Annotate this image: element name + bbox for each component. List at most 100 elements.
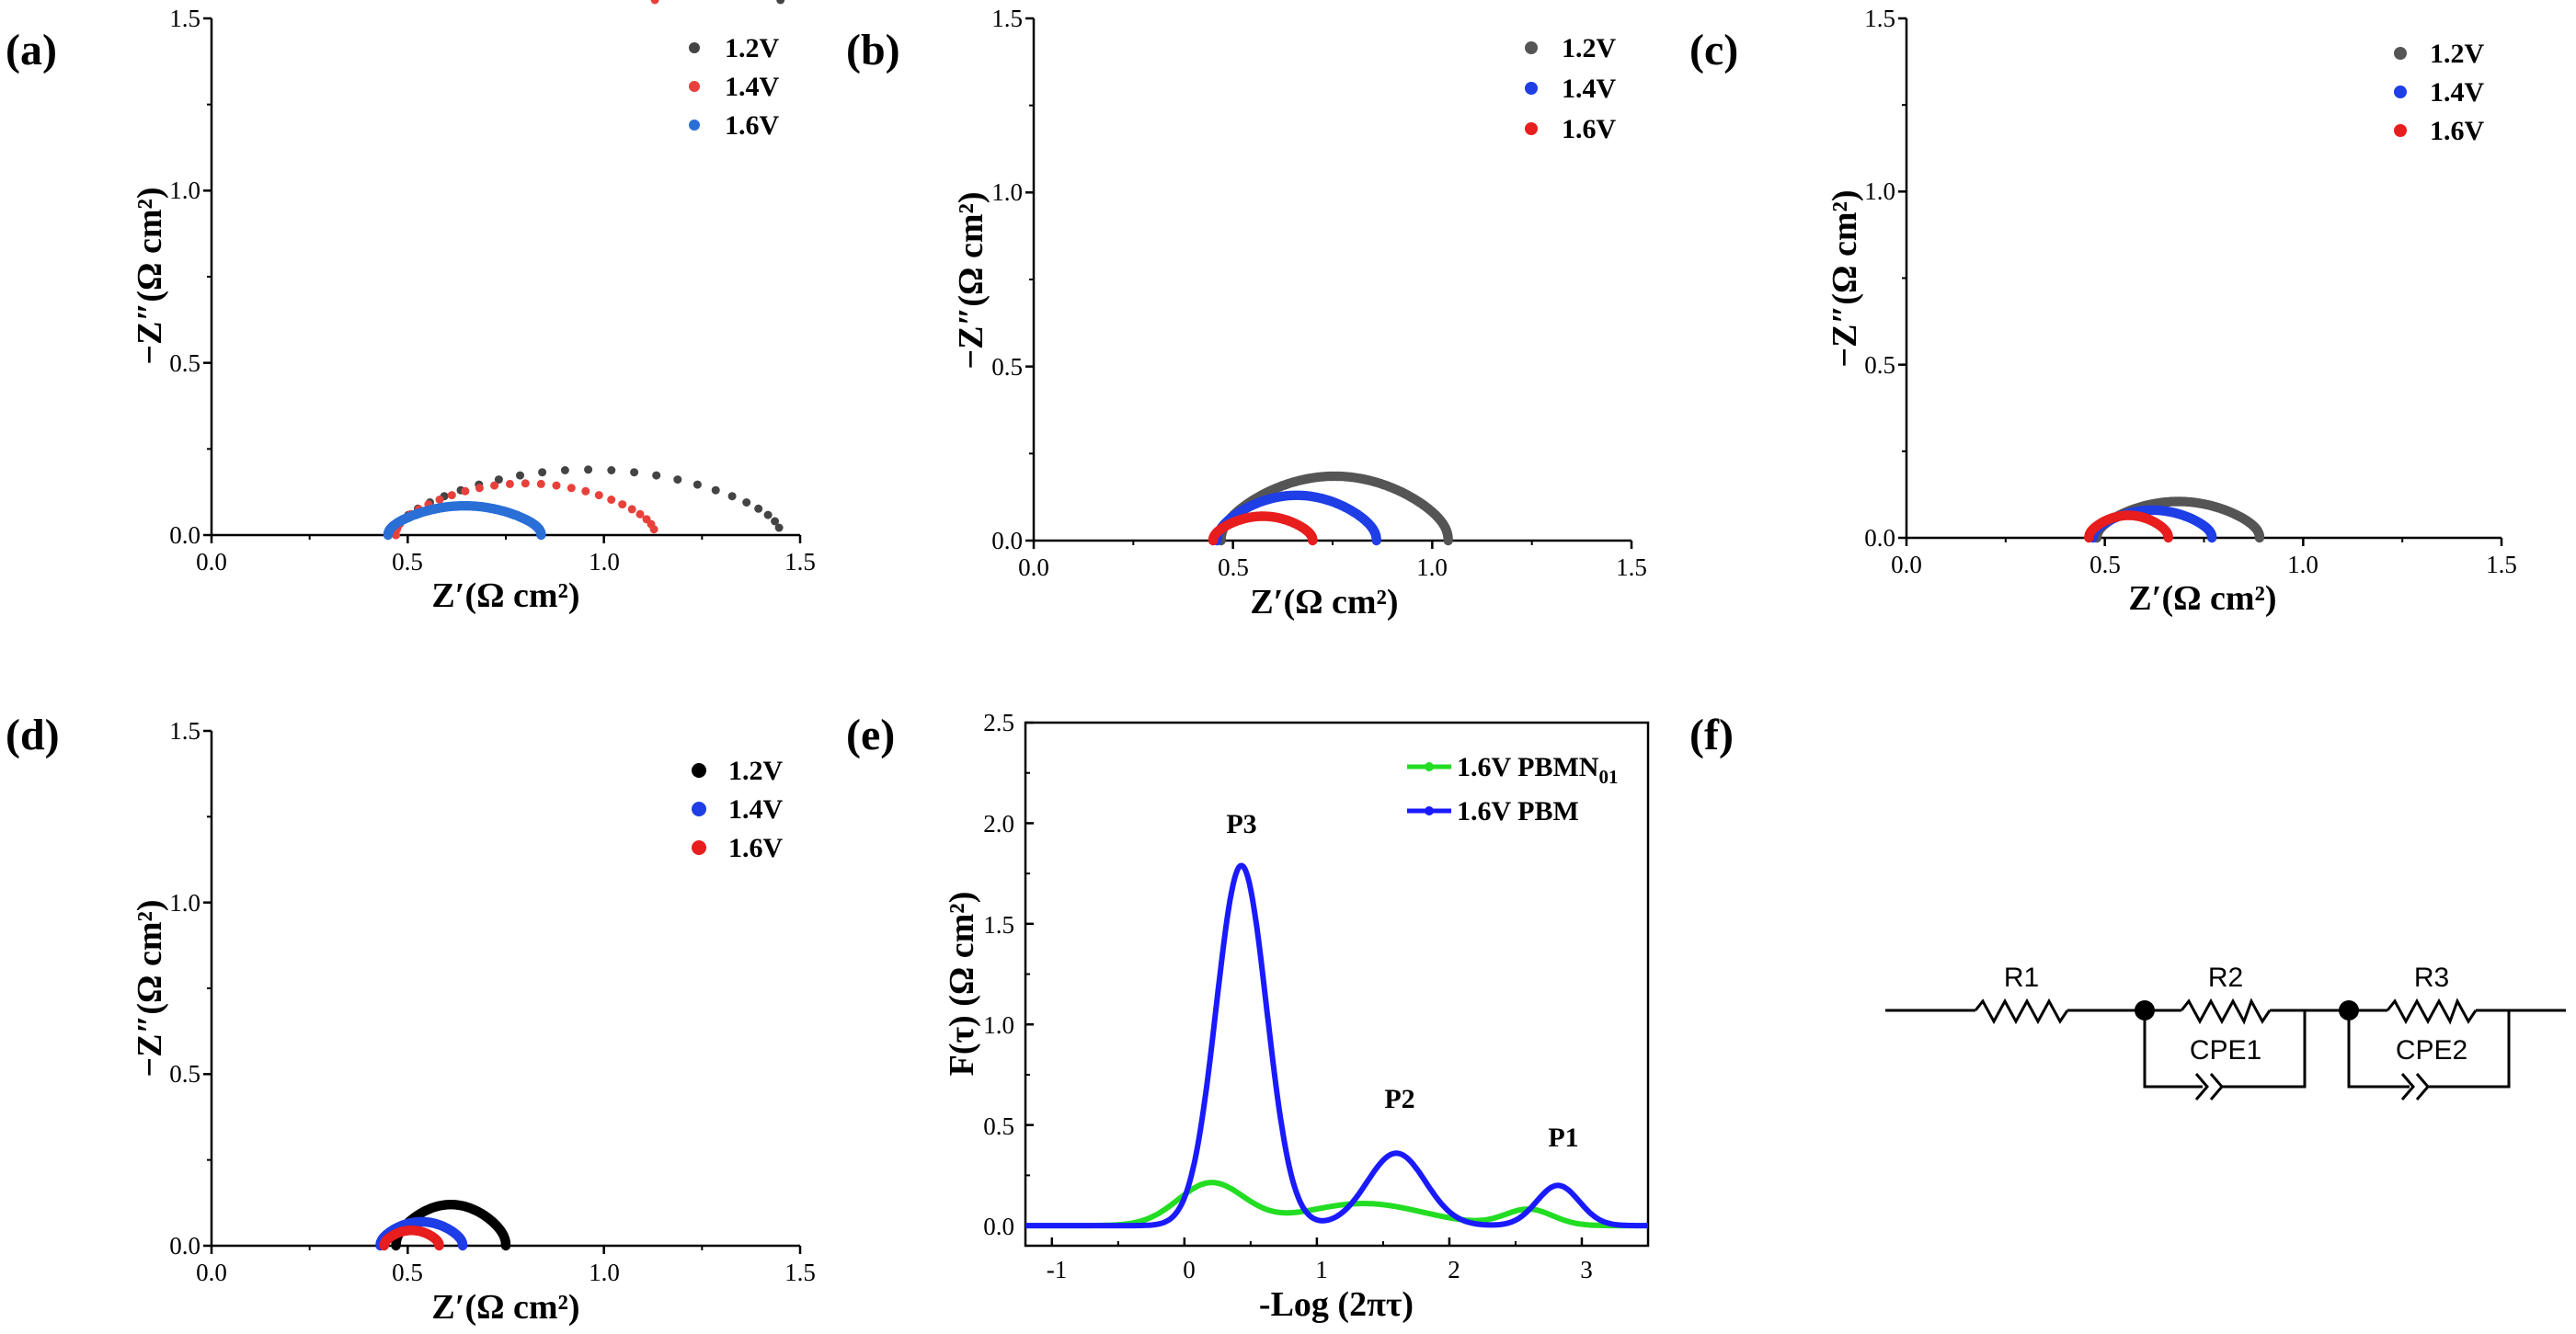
panel-e-x-axis-title: -Log (2πτ) [1259, 1285, 1414, 1324]
legend-marker-1-4v [1525, 82, 1538, 95]
label-r1: R1 [2004, 963, 2039, 993]
panel-c-y-axis-title: −Z″(Ω cm²) [1826, 189, 1864, 367]
panel-e-y-axis-title: F(τ) (Ω cm²) [943, 892, 981, 1077]
legend-marker-1-4v [689, 81, 700, 92]
data-point [649, 525, 658, 534]
legend-marker-1-2v [689, 42, 700, 53]
data-point [774, 523, 784, 532]
data-point [516, 471, 524, 480]
data-point [567, 484, 576, 493]
panel-a-ytick-label-0: 0.0 [169, 521, 200, 549]
panel-c-x-axis-title: Z′(Ω cm²) [2128, 579, 2276, 618]
panel-c-plot-area [2084, 496, 2265, 543]
panel-a-xtick-label-3: 1.5 [784, 548, 816, 576]
panel-label-a: (a) [6, 26, 57, 74]
panel-d-ytick-label-0: 0.0 [169, 1232, 200, 1260]
wire-cpe1-left [2143, 1010, 2203, 1089]
panel-d-axes [203, 729, 802, 1254]
resistor-r1 [1974, 998, 2069, 1025]
series-1-6v-pbm [1024, 862, 1650, 1229]
panel-c-axes [1898, 17, 2503, 546]
panel-d-ytick-label-3: 1.5 [169, 717, 200, 745]
panel-c-xtick-label-3: 1.5 [2486, 551, 2517, 578]
data-point [435, 496, 444, 504]
data-point [652, 471, 661, 480]
legend-marker-1-6v [1525, 122, 1538, 135]
panel-e-ytick-label-4: 2.0 [983, 810, 1014, 838]
data-point [457, 1240, 468, 1251]
panel-a-xtick-label-2: 1.0 [589, 548, 620, 576]
cpe2-symbol-a [2400, 1073, 2415, 1100]
panel-c-legend: 1.2V 1.4V 1.6V [2394, 39, 2485, 146]
legend-label-1-6v: 1.6V [2430, 116, 2485, 146]
panel-e-xtick-label-1: 0 [1183, 1256, 1196, 1283]
legend-marker-pbm [1425, 806, 1434, 815]
panel-d-ytick-label-2: 1.0 [169, 889, 200, 917]
data-point [673, 475, 682, 485]
legend-marker-pbmn01 [1425, 762, 1434, 771]
data-point [607, 496, 616, 504]
panel-e-ytick-label-0: 0.0 [983, 1213, 1014, 1240]
data-point [560, 466, 569, 474]
data-point [461, 486, 470, 496]
data-point [754, 504, 763, 513]
panel-a-x-axis-title: Z′(Ω cm²) [431, 576, 579, 615]
data-point [1443, 535, 1453, 546]
data-point [627, 505, 636, 514]
panel-d-plot-area [375, 1200, 511, 1251]
legend-marker-1-2v [692, 763, 706, 778]
wire-cpe2-left [2347, 1010, 2410, 1089]
data-point [607, 466, 616, 474]
data-point [742, 498, 751, 507]
legend-label-1-6v: 1.6V [1562, 114, 1617, 144]
label-r2: R2 [2208, 963, 2243, 993]
data-point [635, 509, 645, 519]
panel-a-legend: 1.2V 1.4V 1.6V [689, 33, 780, 141]
legend-label-1-2v: 1.2V [1562, 33, 1617, 63]
data-point [500, 1240, 511, 1251]
legend-marker-1-6v [2394, 124, 2407, 137]
panel-e-plot-area [1024, 862, 1650, 1229]
panel-e-legend: 1.6V PBMN01 1.6V PBM [1407, 752, 1618, 827]
data-point [776, 0, 785, 5]
data-point [594, 491, 603, 500]
data-point [490, 481, 499, 490]
peak-label-p1: P1 [1548, 1123, 1578, 1153]
label-cpe1: CPE1 [2190, 1035, 2261, 1066]
circuit-diagram [1885, 998, 2566, 1100]
panel-c-ytick-label-2: 1.0 [1864, 177, 1895, 205]
circuit-node-2 [2339, 1000, 2359, 1020]
series-line [1024, 862, 1650, 1229]
data-point [434, 1240, 444, 1251]
panel-c-xtick-label-1: 0.5 [2089, 551, 2121, 578]
panel-a-axes [203, 17, 802, 543]
panel-b-axes [1025, 17, 1633, 549]
data-point [2254, 532, 2265, 543]
data-point [584, 465, 593, 474]
data-point [581, 486, 590, 496]
peak-label-p3: P3 [1226, 809, 1256, 839]
legend-marker-1-4v [2394, 86, 2407, 98]
data-point [711, 485, 720, 495]
panel-label-c: (c) [1689, 26, 1738, 74]
legend-label-1-2v: 1.2V [728, 756, 784, 786]
legend-label-pbmn01: 1.6V PBMN01 [1457, 752, 1618, 788]
data-point [693, 480, 702, 489]
panel-e-drt-plot: (e) -1 0 1 2 3 0.0 0.5 1.0 1.5 2.0 2.5 -… [846, 709, 1650, 1324]
panel-d-legend: 1.2V 1.4V 1.6V [692, 756, 784, 863]
legend-label-1-6v: 1.6V [728, 833, 784, 863]
panel-e-xtick-label-4: 3 [1580, 1256, 1593, 1283]
peak-label-p2: P2 [1384, 1084, 1414, 1114]
panel-c-nyquist-plot: (c) 0.0 0.5 1.0 1.5 0.0 0.5 1.0 1.5 Z′(Ω… [1689, 5, 2517, 618]
panel-b-plot-area [1208, 471, 1453, 546]
panel-b-xtick-label-1: 0.5 [1218, 553, 1249, 581]
legend-label-1-4v: 1.4V [725, 72, 780, 102]
data-point [771, 517, 780, 526]
legend-label-1-4v: 1.4V [728, 794, 784, 825]
panel-d-x-axis-title: Z′(Ω cm²) [431, 1288, 579, 1327]
cpe2-symbol-b [2415, 1073, 2430, 1100]
panel-e-ytick-label-3: 1.5 [983, 911, 1014, 939]
data-point [2163, 532, 2173, 543]
data-point [538, 468, 547, 477]
label-r3: R3 [2414, 963, 2449, 993]
